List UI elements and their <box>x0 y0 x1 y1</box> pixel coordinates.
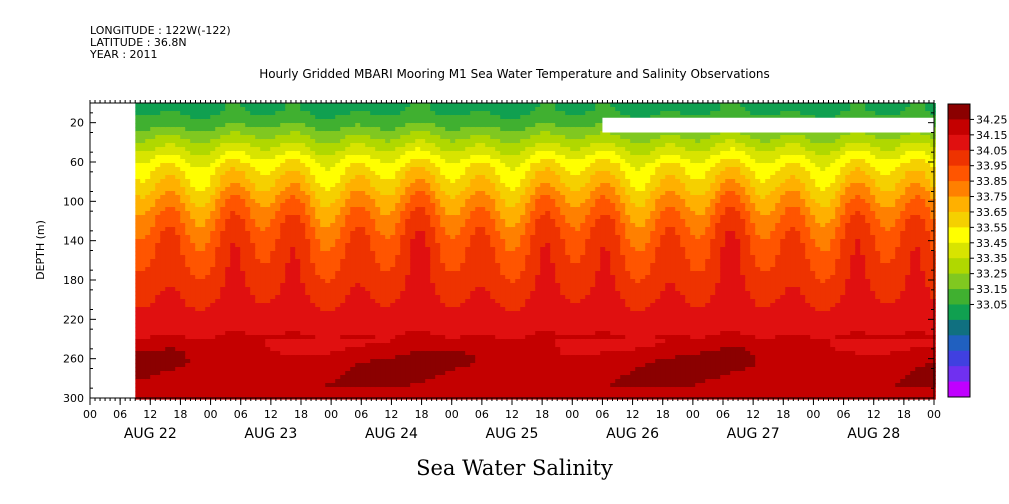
x-tick-label: 12 <box>867 408 881 421</box>
x-date-label: AUG 23 <box>244 426 297 442</box>
x-tick-label: 06 <box>475 408 489 421</box>
colorbar: 34.25 34.15 34.05 33.95 33.85 33.75 33.65 33.55… <box>947 103 1008 398</box>
colorbar-label: 33.65 <box>976 206 1008 219</box>
missing-data-block <box>602 117 934 133</box>
colorbar-label: 34.15 <box>976 129 1008 142</box>
colorbar-swatch <box>948 366 970 383</box>
x-tick-label: 12 <box>505 408 519 421</box>
colorbar-swatch <box>948 319 970 336</box>
y-tick-label: 300 <box>63 392 84 405</box>
colorbar-swatch <box>948 242 970 259</box>
colorbar-swatch <box>948 381 970 398</box>
x-tick-label: 18 <box>535 408 549 421</box>
colorbar-label: 33.15 <box>976 283 1008 296</box>
colorbar-swatch <box>948 211 970 228</box>
colorbar-label: 33.95 <box>976 160 1008 173</box>
colorbar-swatch <box>948 196 970 213</box>
x-tick-label: 06 <box>595 408 609 421</box>
colorbar-swatch <box>948 289 970 305</box>
y-tick-label: 140 <box>63 235 84 248</box>
x-date-label: AUG 26 <box>606 426 659 442</box>
axes: 20 60 100 140 180 220 260 300 00 06 12 18 00 06 12 18 00… <box>63 100 941 442</box>
chart-subtitle: Sea Water Salinity <box>416 456 613 480</box>
colorbar-swatch <box>948 350 970 367</box>
x-tick-label: 18 <box>897 408 911 421</box>
x-tick-label: 06 <box>837 408 851 421</box>
x-tick-label: 00 <box>204 408 218 421</box>
y-tick-label: 20 <box>70 117 84 130</box>
x-tick-label: 00 <box>324 408 338 421</box>
y-tick-label: 100 <box>63 195 84 208</box>
colorbar-frame <box>947 103 971 398</box>
colorbar-swatch <box>948 181 970 198</box>
colorbar-swatch <box>948 304 970 321</box>
x-tick-label: 00 <box>806 408 820 421</box>
x-tick-label: 00 <box>927 408 941 421</box>
colorbar-label: 33.55 <box>976 221 1008 234</box>
x-tick-label: 18 <box>415 408 429 421</box>
colorbar-label: 33.05 <box>976 298 1008 311</box>
x-tick-label: 18 <box>294 408 308 421</box>
x-tick-label: 12 <box>143 408 157 421</box>
x-tick-label: 00 <box>445 408 459 421</box>
x-tick-label: 06 <box>716 408 730 421</box>
colorbar-swatch <box>948 258 970 275</box>
colorbar-swatch <box>948 227 970 244</box>
x-tick-label: 18 <box>776 408 790 421</box>
colorbar-swatch <box>948 119 970 136</box>
colorbar-label: 33.45 <box>976 237 1008 250</box>
x-tick-label: 06 <box>354 408 368 421</box>
x-tick-label: 00 <box>83 408 97 421</box>
plot-area <box>90 103 936 400</box>
y-tick-label: 260 <box>63 353 84 366</box>
colorbar-label: 33.75 <box>976 191 1008 204</box>
missing-data-block <box>90 103 136 398</box>
colorbar-swatch <box>948 150 970 167</box>
chart-title: Hourly Gridded MBARI Mooring M1 Sea Wate… <box>259 67 770 81</box>
x-tick-label: 06 <box>234 408 248 421</box>
x-tick-label: 00 <box>686 408 700 421</box>
y-axis-label: DEPTH (m) <box>34 220 47 280</box>
colorbar-label: 34.05 <box>976 144 1008 157</box>
x-tick-label: 12 <box>746 408 760 421</box>
colorbar-swatch <box>948 273 970 290</box>
x-date-label: AUG 27 <box>727 426 780 442</box>
x-date-label: AUG 24 <box>365 426 418 442</box>
x-date-label: AUG 28 <box>847 426 900 442</box>
latitude-label: LATITUDE : 36.8N <box>90 36 187 49</box>
y-tick-label: 220 <box>63 313 84 326</box>
colorbar-swatch <box>948 134 970 151</box>
x-tick-label: 06 <box>113 408 127 421</box>
year-label: YEAR : 2011 <box>90 48 158 61</box>
colorbar-swatch <box>948 165 970 182</box>
colorbar-label: 33.85 <box>976 175 1008 188</box>
longitude-label: LONGITUDE : 122W(-122) <box>90 24 231 37</box>
x-date-label: AUG 22 <box>124 426 177 442</box>
colorbar-swatch <box>948 104 970 120</box>
x-date-label: AUG 25 <box>486 426 539 442</box>
x-tick-label: 18 <box>173 408 187 421</box>
y-tick-label: 60 <box>70 156 84 169</box>
y-tick-label: 180 <box>63 274 84 287</box>
x-tick-label: 00 <box>565 408 579 421</box>
x-tick-label: 12 <box>626 408 640 421</box>
x-tick-label: 12 <box>384 408 398 421</box>
x-tick-label: 12 <box>264 408 278 421</box>
x-tick-label: 18 <box>656 408 670 421</box>
colorbar-swatch <box>948 335 970 352</box>
colorbar-label: 33.25 <box>976 268 1008 281</box>
colorbar-label: 34.25 <box>976 113 1008 126</box>
colorbar-label: 33.35 <box>976 252 1008 265</box>
